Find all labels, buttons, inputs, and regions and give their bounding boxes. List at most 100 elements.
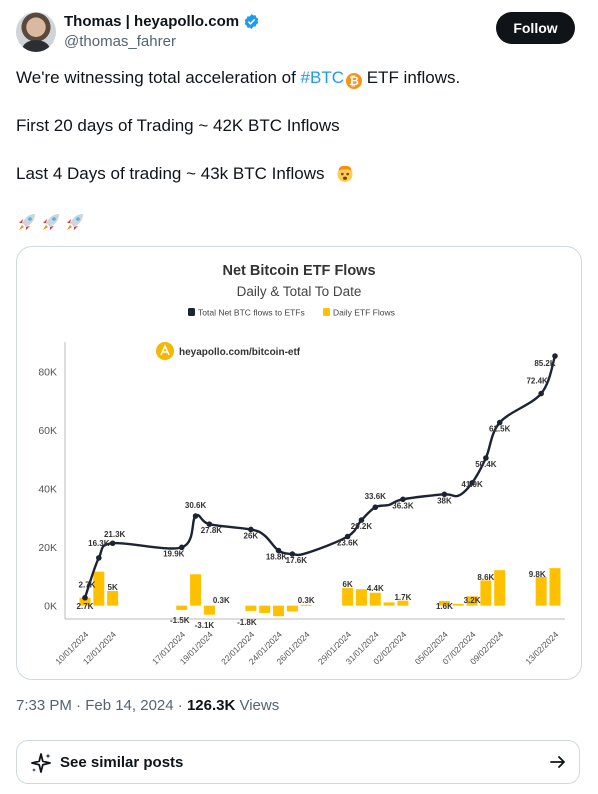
total-value-label: 62.5K bbox=[489, 425, 511, 434]
daily-flow-bar bbox=[176, 605, 188, 611]
author-handle[interactable]: @thomas_fahrer bbox=[64, 33, 176, 50]
rocket-icon bbox=[43, 214, 59, 230]
daily-value-label: 0.3K bbox=[298, 596, 315, 605]
heyapollo-logo-mark bbox=[160, 344, 170, 356]
daily-value-label: 9.8K bbox=[529, 570, 546, 579]
total-value-label: 2.7K bbox=[79, 581, 96, 590]
total-value-label: 50.4K bbox=[475, 460, 497, 469]
total-value-label: 17.6K bbox=[286, 556, 308, 565]
daily-value-label: 0.3K bbox=[213, 596, 230, 605]
etf-flows-chart: Net Bitcoin ETF Flows Daily & Total To D… bbox=[38, 263, 565, 666]
total-value-label: 72.4K bbox=[526, 377, 548, 386]
daily-flow-bar bbox=[438, 600, 450, 606]
daily-flow-bar bbox=[549, 568, 561, 606]
author-name[interactable]: Thomas | heyapollo.com bbox=[64, 13, 240, 30]
daily-value-label: 8.6K bbox=[477, 573, 494, 582]
daily-value-label: 5K bbox=[108, 583, 118, 592]
tweet-line-1: We're witnessing total acceleration of #… bbox=[16, 67, 460, 89]
total-value-label: 16.3K bbox=[88, 539, 110, 548]
daily-flow-bar bbox=[259, 605, 271, 613]
tweet-meta: 7:33 PM · Feb 14, 2024 · 126.3K Views bbox=[16, 697, 279, 714]
total-flow-point bbox=[289, 551, 296, 557]
tweet-timestamp[interactable]: 7:33 PM · Feb 14, 2024 · bbox=[16, 697, 187, 714]
daily-flow-bar bbox=[369, 592, 381, 606]
daily-flow-bar bbox=[466, 596, 478, 606]
y-tick-label: 60K bbox=[38, 425, 57, 437]
total-value-label: 18.8K bbox=[266, 553, 288, 562]
legend-label: Total Net BTC flows to ETFs bbox=[198, 308, 305, 318]
rocket-icon bbox=[19, 214, 35, 230]
chart-axes: 0K 20K 40K 60K 80K bbox=[38, 342, 565, 620]
total-value-label: 36.3K bbox=[392, 501, 414, 510]
chart-watermark-text: heyapollo.com/bitcoin-etf bbox=[179, 347, 301, 358]
daily-value-label: -3.1K bbox=[195, 621, 215, 630]
heyapollo-logo-icon bbox=[156, 342, 174, 360]
daily-flow-bar bbox=[342, 588, 354, 606]
daily-value-label: 2.7K bbox=[77, 602, 94, 611]
verified-badge-icon bbox=[244, 14, 259, 29]
legend-swatch bbox=[188, 308, 195, 316]
see-similar-posts-button[interactable]: See similar posts bbox=[16, 740, 580, 784]
total-flow-point bbox=[372, 504, 379, 511]
total-flow-point bbox=[344, 533, 351, 540]
chart-subtitle: Daily & Total To Date bbox=[237, 284, 362, 299]
total-value-label: 21.3K bbox=[104, 530, 126, 539]
daily-flow-bar bbox=[79, 597, 91, 606]
total-flow-line bbox=[83, 355, 557, 599]
daily-flow-bar bbox=[494, 570, 506, 606]
total-flow-point bbox=[496, 419, 503, 426]
daily-flow-bar bbox=[480, 580, 492, 606]
total-flow-point bbox=[400, 496, 406, 503]
daily-flow-bar bbox=[355, 589, 367, 606]
avatar[interactable] bbox=[16, 12, 56, 52]
daily-value-label: 3.2K bbox=[464, 596, 481, 605]
total-value-label: 30.6K bbox=[185, 501, 207, 510]
total-flow-point bbox=[538, 390, 544, 397]
total-value-label: 19.9K bbox=[163, 549, 185, 558]
daily-value-label: 1.7K bbox=[394, 593, 411, 602]
daily-flow-bar bbox=[535, 576, 547, 606]
y-tick-label: 20K bbox=[38, 542, 57, 554]
total-line bbox=[82, 353, 558, 601]
tweet-line-1-post: ETF inflows. bbox=[362, 68, 461, 87]
total-flow-point bbox=[192, 513, 199, 519]
rocket-emoji-row bbox=[16, 211, 86, 233]
daily-flow-bar bbox=[245, 605, 257, 611]
total-flow-point bbox=[275, 547, 282, 554]
chart-legend: Total Net BTC flows to ETFs Daily ETF Flo… bbox=[188, 308, 395, 318]
total-flow-point bbox=[109, 540, 116, 547]
exploding-head-icon bbox=[337, 165, 353, 182]
total-flow-point bbox=[441, 491, 448, 498]
total-value-label: 85.2K bbox=[534, 359, 556, 368]
y-tick-label: 80K bbox=[38, 366, 57, 378]
avatar-shirt bbox=[22, 40, 50, 52]
arrow-right-icon bbox=[550, 756, 565, 768]
view-count: 126.3K bbox=[186, 697, 236, 714]
author-name-row[interactable]: Thomas | heyapollo.com bbox=[64, 13, 260, 30]
total-value-label: 29.2K bbox=[351, 522, 373, 531]
daily-value-label: -1.8K bbox=[237, 618, 257, 627]
follow-button[interactable]: Follow bbox=[496, 12, 575, 44]
daily-flow-bar bbox=[383, 602, 395, 606]
chart-title: Net Bitcoin ETF Flows bbox=[222, 263, 375, 279]
daily-flow-bar bbox=[300, 604, 312, 606]
daily-flow-bar bbox=[190, 574, 202, 606]
daily-value-label: 1.6K bbox=[436, 602, 453, 611]
total-flow-point bbox=[178, 544, 185, 551]
bitcoin-icon: ₿ bbox=[346, 73, 362, 89]
total-value-label: 26K bbox=[244, 531, 259, 540]
daily-flow-bar bbox=[203, 605, 215, 615]
hashtag-link[interactable]: #BTC bbox=[300, 68, 344, 87]
daily-flow-bar bbox=[107, 590, 119, 606]
legend-label: Daily ETF Flows bbox=[333, 308, 395, 318]
chart-image-card[interactable]: Net Bitcoin ETF Flows Daily & Total To D… bbox=[16, 246, 582, 680]
tweet-line-3-text: Last 4 Days of trading ~ 43k BTC Inflows bbox=[16, 164, 325, 183]
daily-flow-bar bbox=[452, 603, 464, 606]
daily-value-label: 6K bbox=[343, 580, 353, 589]
rocket-icon bbox=[67, 214, 83, 230]
chart-watermark: heyapollo.com/bitcoin-etf bbox=[156, 342, 301, 360]
total-flow-point bbox=[248, 526, 254, 533]
total-flow-point bbox=[469, 480, 475, 486]
